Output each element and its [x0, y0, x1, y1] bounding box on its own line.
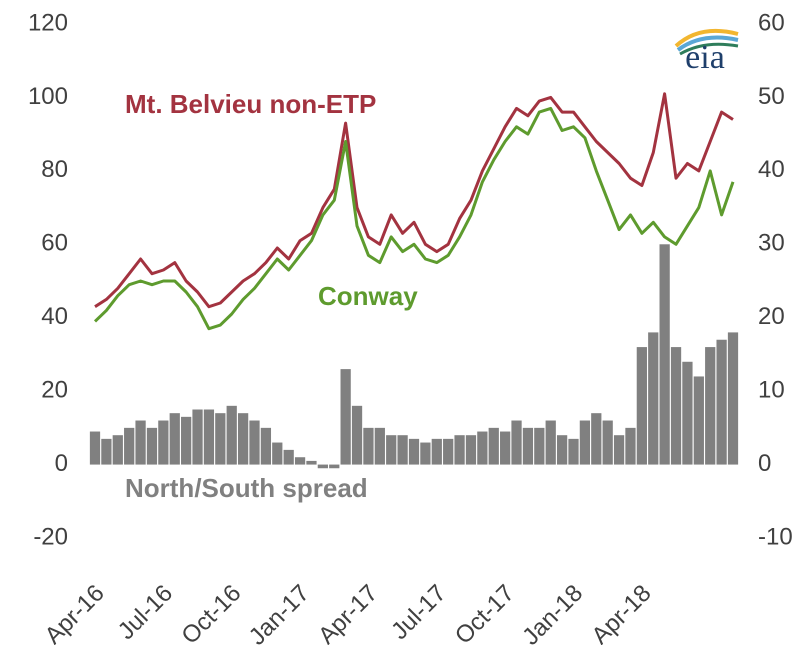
bar: [716, 339, 727, 465]
bar: [579, 420, 591, 465]
x-tick-label: Jul-16: [113, 580, 178, 645]
bar: [283, 449, 294, 465]
bar: [443, 438, 454, 465]
x-tick-label: Oct-17: [450, 580, 520, 645]
bar: [613, 435, 625, 465]
bar: [135, 420, 146, 465]
bar: [306, 460, 317, 465]
bar: [670, 347, 682, 465]
bar: [146, 427, 158, 465]
bar: [386, 435, 397, 465]
bar: [477, 431, 488, 465]
bar: [89, 431, 101, 465]
bar: [465, 435, 477, 465]
bar: [488, 427, 499, 465]
bar: [317, 464, 328, 469]
bar: [181, 416, 192, 465]
y2-tick-label: 60: [758, 9, 785, 36]
y-tick-label: 120: [28, 9, 68, 36]
y-tick-label: -20: [33, 523, 68, 550]
bar: [511, 420, 522, 465]
bar: [215, 413, 226, 465]
bar: [397, 435, 408, 465]
y-tick-label: 80: [41, 156, 68, 183]
y-tick-label: 0: [55, 450, 68, 477]
annotation: North/South spread: [125, 473, 368, 503]
y-tick-label: 60: [41, 230, 68, 257]
logo-arc: [674, 28, 739, 48]
bar: [203, 409, 215, 465]
x-tick-label: Jan-18: [517, 580, 588, 645]
bar: [693, 376, 704, 465]
y2-tick-label: 40: [758, 156, 785, 183]
bar: [374, 427, 385, 465]
y-tick-label: 40: [41, 303, 68, 330]
x-tick-label: Jan-17: [244, 580, 315, 645]
bar: [534, 427, 545, 465]
y2-tick-label: 50: [758, 83, 785, 110]
bar: [545, 420, 556, 465]
line: [94, 92, 734, 309]
bar: [636, 347, 647, 465]
bar: [363, 427, 374, 465]
bar: [682, 361, 693, 465]
x-tick-label: Oct-16: [176, 580, 246, 645]
bar: [249, 420, 260, 465]
bar: [237, 413, 249, 465]
annotation: Conway: [318, 281, 418, 311]
bar: [625, 427, 636, 465]
annotation: Mt. Belvieu non-ETP: [125, 89, 376, 119]
bar: [648, 332, 659, 465]
line: [93, 106, 735, 331]
bar: [124, 427, 135, 465]
y2-tick-label: 30: [758, 230, 785, 257]
bar: [500, 431, 511, 465]
y2-tick-label: 20: [758, 303, 785, 330]
bar: [591, 413, 602, 465]
bar: [158, 420, 169, 465]
bar: [294, 457, 306, 465]
x-tick-label: Jul-17: [386, 580, 451, 645]
bar: [340, 369, 351, 465]
bar: [169, 413, 180, 465]
bar: [431, 438, 442, 465]
y2-tick-label: 10: [758, 376, 785, 403]
bar: [727, 332, 739, 465]
bar: [420, 442, 431, 465]
bar: [659, 244, 670, 465]
bar: [556, 435, 568, 465]
logo-text: eia: [685, 39, 725, 76]
bar: [705, 347, 716, 465]
eia-logo: eia: [674, 28, 739, 76]
bar: [192, 409, 203, 465]
logo-arc: [679, 42, 739, 56]
bar: [602, 420, 613, 465]
x-tick-label: Apr-16: [40, 580, 110, 645]
bar: [522, 427, 534, 465]
y2-tick-label: -10: [758, 523, 793, 550]
bar: [454, 435, 465, 465]
bar: [260, 427, 272, 465]
bar: [568, 438, 579, 465]
y2-tick-label: 0: [758, 450, 771, 477]
y-tick-label: 100: [28, 83, 68, 110]
bar: [101, 438, 112, 465]
x-tick-label: Apr-18: [587, 580, 657, 645]
y-tick-label: 20: [41, 376, 68, 403]
bar: [351, 405, 363, 465]
bar: [226, 405, 237, 465]
x-tick-label: Apr-17: [313, 580, 383, 645]
bar: [272, 442, 283, 465]
bar: [112, 435, 123, 465]
bar: [329, 464, 340, 469]
logo-arc: [676, 35, 739, 52]
bar: [408, 438, 420, 465]
